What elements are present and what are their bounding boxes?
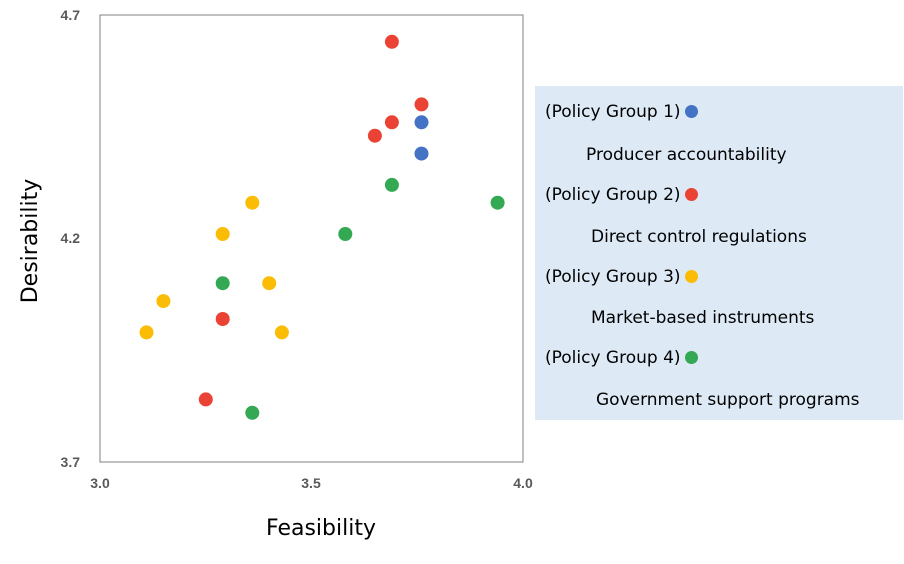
legend-item-group-2: (Policy Group 2) — [545, 185, 698, 205]
legend: (Policy Group 1) Producer accountability… — [535, 86, 903, 420]
legend-marker — [684, 105, 698, 118]
data-point-group-3 — [156, 294, 171, 309]
data-point-group-2 — [384, 34, 399, 49]
data-point-group-3 — [274, 325, 289, 340]
plot-area — [99, 14, 524, 463]
data-point-group-1 — [414, 115, 429, 130]
data-point-group-4 — [245, 405, 260, 420]
legend-item-group-1: (Policy Group 1) — [545, 102, 698, 122]
legend-description: Government support programs — [596, 390, 860, 410]
y-tick-label: 4.2 — [61, 230, 81, 246]
legend-description: Direct control regulations — [591, 227, 807, 247]
data-point-group-3 — [262, 276, 277, 291]
legend-label: (Policy Group 3) — [545, 267, 681, 287]
x-tick-label: 4.0 — [513, 475, 533, 491]
legend-description: Market-based instruments — [591, 308, 815, 328]
data-points — [139, 34, 505, 420]
legend-marker — [684, 188, 698, 201]
data-point-group-4 — [215, 276, 230, 291]
x-axis-title: Feasibility — [266, 516, 376, 541]
y-tick-label: 3.7 — [61, 454, 81, 470]
legend-label: (Policy Group 1) — [545, 102, 681, 122]
y-tick-label: 4.7 — [61, 7, 81, 23]
data-point-group-2 — [414, 97, 429, 112]
x-tick-label: 3.5 — [301, 475, 321, 491]
data-point-group-3 — [215, 227, 230, 241]
data-point-group-2 — [384, 115, 399, 130]
data-point-group-2 — [198, 392, 213, 407]
data-point-group-3 — [139, 325, 154, 340]
legend-label: (Policy Group 4) — [545, 348, 681, 368]
legend-marker — [684, 270, 698, 283]
x-tick-label: 3.0 — [90, 475, 110, 491]
legend-item-group-4: (Policy Group 4) — [545, 348, 698, 368]
data-point-group-2 — [215, 312, 230, 326]
legend-description: Producer accountability — [586, 145, 787, 165]
legend-label: (Policy Group 2) — [545, 185, 681, 205]
legend-item-group-3: (Policy Group 3) — [545, 267, 698, 287]
data-point-group-1 — [414, 146, 429, 161]
data-point-group-4 — [338, 227, 353, 241]
data-point-group-4 — [490, 195, 505, 210]
data-point-group-3 — [245, 195, 260, 210]
y-axis-title: Desirability — [18, 179, 43, 304]
legend-marker — [684, 351, 698, 364]
data-point-group-2 — [367, 128, 382, 143]
data-point-group-4 — [384, 177, 399, 192]
